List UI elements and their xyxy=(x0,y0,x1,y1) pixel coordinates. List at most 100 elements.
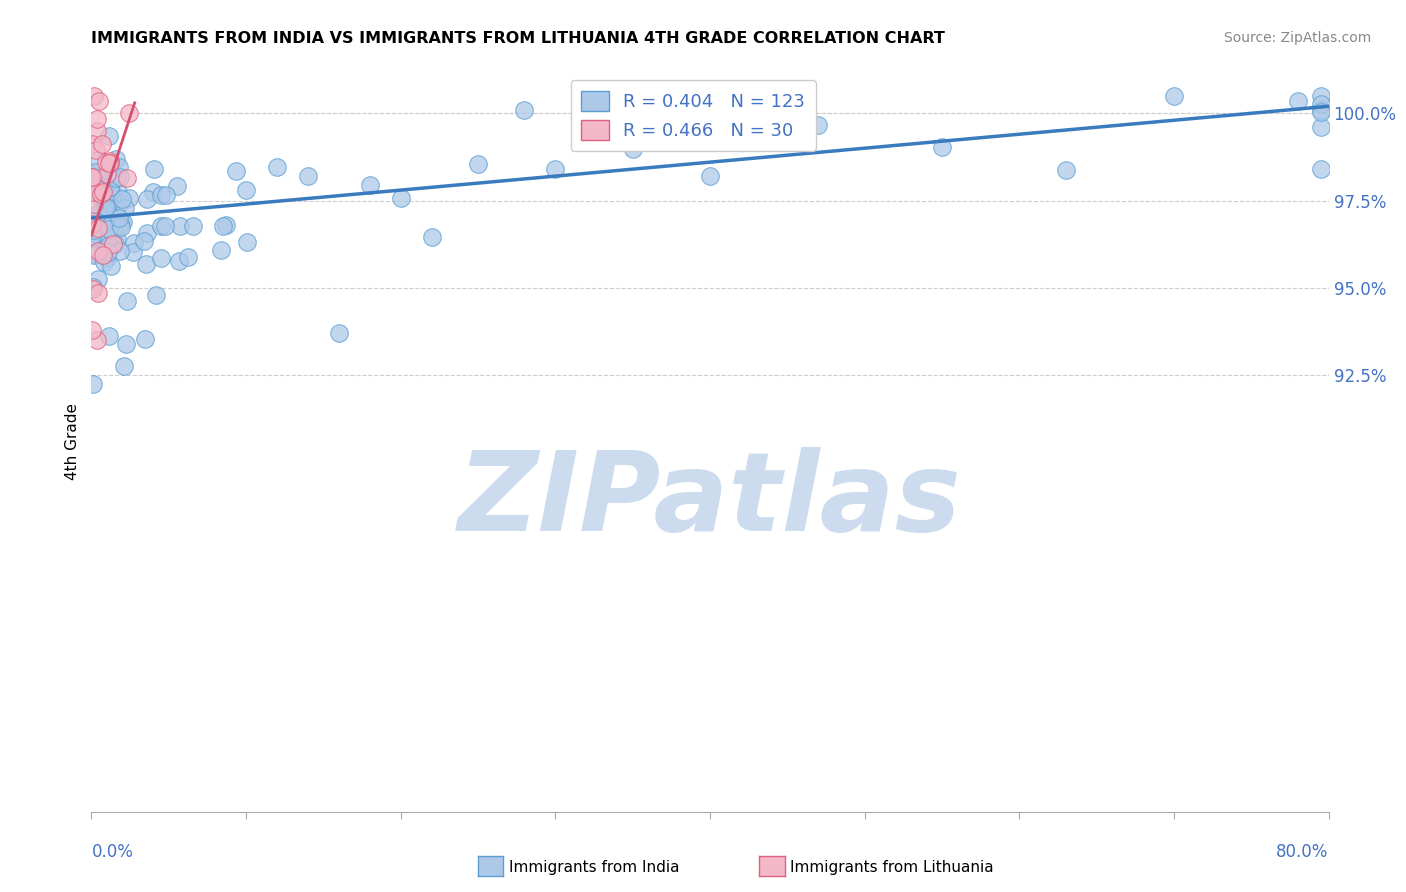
Point xyxy=(100,259,122,273)
Point xyxy=(86,176,108,190)
Point xyxy=(84,165,107,179)
Text: Immigrants from India: Immigrants from India xyxy=(509,860,679,874)
Point xyxy=(145,288,167,302)
Point xyxy=(100,184,122,198)
Text: ZIPatlas: ZIPatlas xyxy=(458,447,962,554)
Point xyxy=(83,222,105,236)
Point xyxy=(98,329,121,343)
Point xyxy=(134,332,156,346)
Point xyxy=(149,188,172,202)
Point xyxy=(90,215,112,229)
Point xyxy=(98,155,121,169)
Text: 80.0%: 80.0% xyxy=(1277,843,1329,861)
Point xyxy=(82,226,104,240)
Text: Source: ZipAtlas.com: Source: ZipAtlas.com xyxy=(1223,31,1371,45)
Point xyxy=(114,202,136,216)
Point xyxy=(91,243,114,257)
Point xyxy=(143,161,166,176)
Point xyxy=(84,143,107,157)
Point xyxy=(93,254,115,268)
Point xyxy=(93,201,115,215)
Point xyxy=(86,334,108,348)
Point xyxy=(98,154,121,169)
Point xyxy=(108,170,131,185)
Point xyxy=(1310,103,1333,117)
Point xyxy=(167,254,190,268)
Point xyxy=(166,178,188,193)
Point xyxy=(101,219,124,234)
Point xyxy=(1310,97,1333,112)
Point xyxy=(105,232,128,246)
Point xyxy=(112,359,135,373)
Point xyxy=(467,157,489,171)
Point xyxy=(177,250,200,264)
Point xyxy=(86,112,108,126)
Point xyxy=(87,206,110,220)
Point xyxy=(89,209,111,223)
Point xyxy=(101,237,124,252)
Point xyxy=(96,250,118,264)
Point xyxy=(169,219,191,234)
Point xyxy=(91,202,114,217)
Point xyxy=(1310,88,1333,103)
Point xyxy=(122,236,145,251)
Point xyxy=(80,137,103,152)
Point xyxy=(1310,120,1333,134)
Point xyxy=(87,94,110,108)
Point xyxy=(96,167,118,181)
Point xyxy=(297,169,319,183)
Point xyxy=(1163,88,1185,103)
Point xyxy=(89,182,111,196)
Point xyxy=(236,235,259,250)
Point xyxy=(209,243,232,257)
Point xyxy=(135,257,157,271)
Point xyxy=(215,218,238,232)
Point xyxy=(96,201,118,215)
Point xyxy=(93,216,115,230)
Point xyxy=(136,226,159,240)
Point xyxy=(807,118,830,132)
Point xyxy=(82,246,104,260)
Point xyxy=(359,178,381,193)
Y-axis label: 4th Grade: 4th Grade xyxy=(65,403,80,480)
Point xyxy=(931,139,953,153)
Point xyxy=(96,177,118,191)
Point xyxy=(98,201,121,215)
Point xyxy=(118,191,141,205)
Point xyxy=(105,170,128,185)
Point xyxy=(90,137,112,152)
Point xyxy=(94,198,117,212)
Point xyxy=(86,246,108,260)
Text: IMMIGRANTS FROM INDIA VS IMMIGRANTS FROM LITHUANIA 4TH GRADE CORRELATION CHART: IMMIGRANTS FROM INDIA VS IMMIGRANTS FROM… xyxy=(91,31,945,46)
Point xyxy=(225,164,247,178)
Point xyxy=(97,245,120,260)
Point xyxy=(91,185,114,199)
Point xyxy=(98,180,121,194)
Point xyxy=(98,155,121,169)
Point xyxy=(86,123,108,137)
Point xyxy=(118,106,141,120)
Point xyxy=(513,103,536,118)
Point xyxy=(108,211,131,226)
Point xyxy=(82,229,104,244)
Point xyxy=(87,272,110,286)
Point xyxy=(111,192,134,206)
Point xyxy=(1286,94,1309,108)
Point xyxy=(108,218,131,232)
Point xyxy=(82,376,104,391)
Point xyxy=(87,285,110,300)
Point xyxy=(83,89,105,103)
Point xyxy=(86,185,108,199)
Point xyxy=(149,219,172,233)
Point xyxy=(181,219,204,234)
Point xyxy=(87,153,110,168)
Point xyxy=(142,185,165,199)
Point xyxy=(83,248,105,262)
Point xyxy=(90,187,112,202)
Point xyxy=(89,169,111,184)
Point xyxy=(80,217,103,231)
Point xyxy=(107,185,129,199)
Point xyxy=(94,227,117,241)
Point xyxy=(104,236,127,251)
Point xyxy=(150,251,173,265)
